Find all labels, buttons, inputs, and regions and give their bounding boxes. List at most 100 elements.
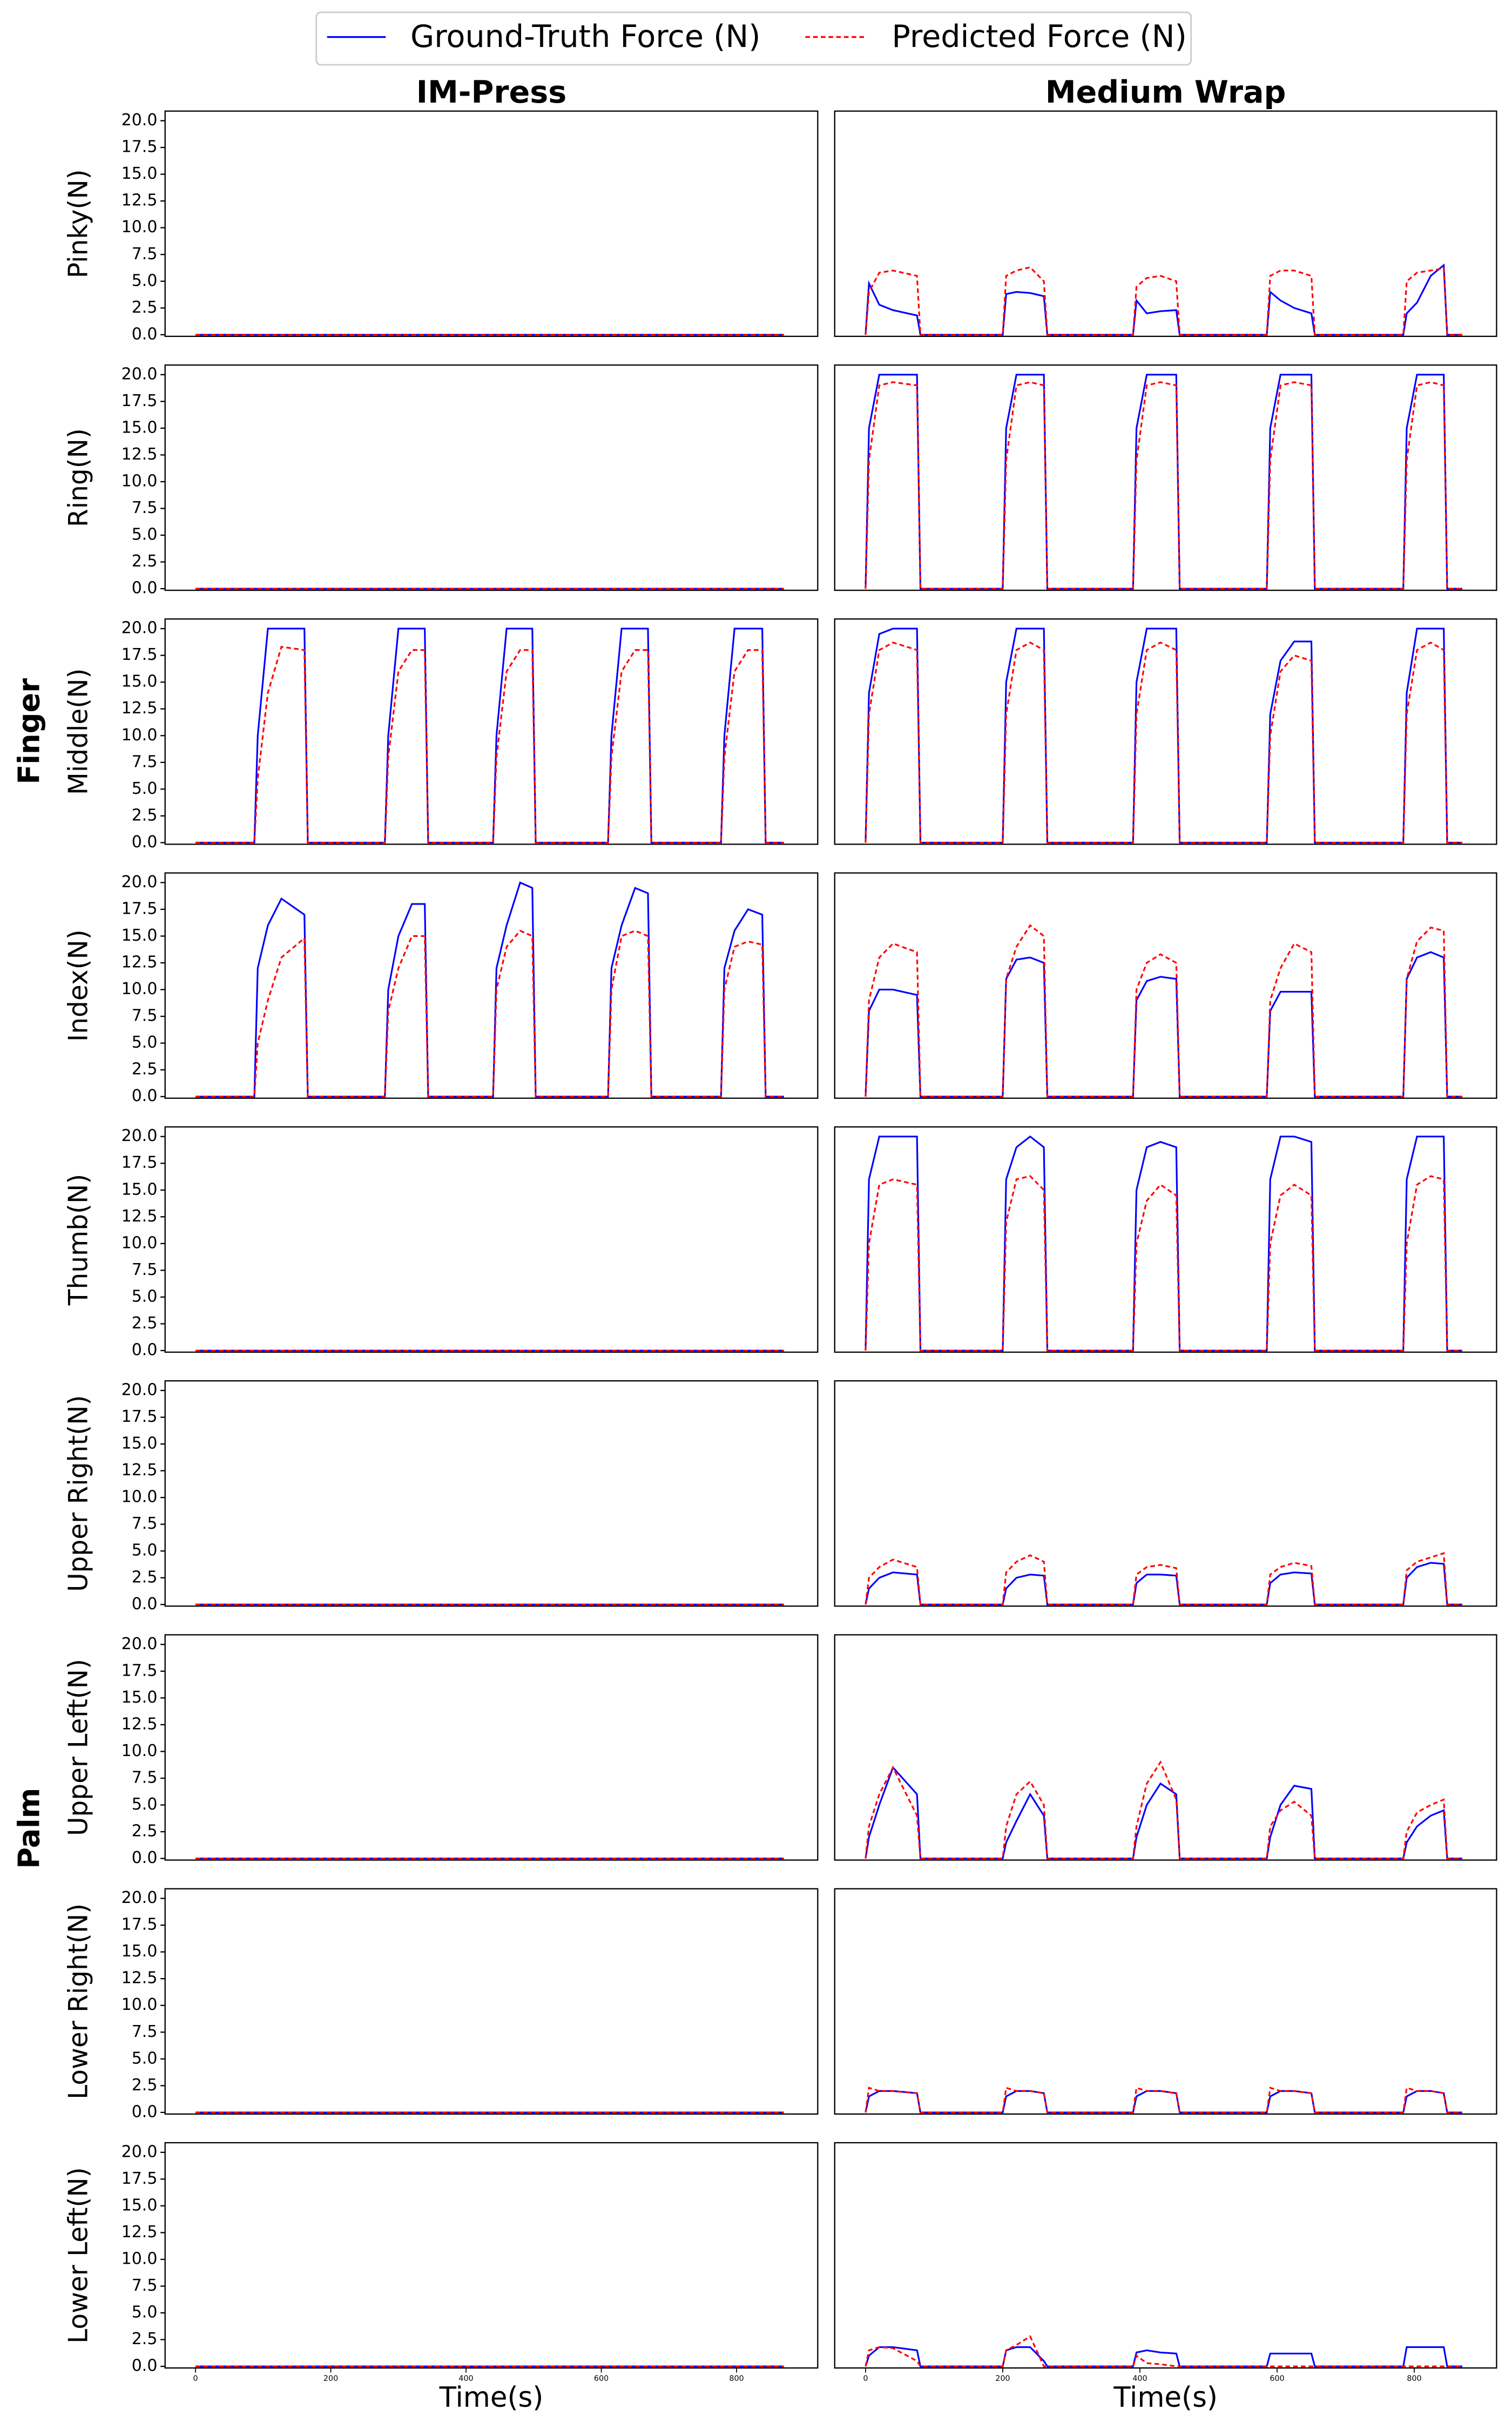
y-tick-label: 10.0 (122, 472, 158, 491)
y-tick-label: 10.0 (122, 218, 158, 237)
y-tick-label: 7.5 (132, 1260, 158, 1279)
y-tick-label: 17.5 (122, 2169, 158, 2188)
series-line (865, 627, 1462, 844)
y-tick-label: 5.0 (132, 1795, 158, 1814)
axes-frame (164, 2142, 819, 2369)
y-tick-label: 10.0 (122, 726, 158, 745)
series-line (865, 1562, 1462, 1605)
y-tick-label: 2.5 (132, 1822, 158, 1841)
y-tick-label: 5.0 (132, 1033, 158, 1052)
legend-box (315, 11, 1192, 66)
y-tick-label: 0.0 (132, 2102, 158, 2121)
y-tick-label: 2.5 (132, 552, 158, 571)
axes-frame (834, 1380, 1497, 1607)
y-tick-label: 7.5 (132, 752, 158, 771)
axes-frame (834, 2142, 1497, 2369)
y-tick-label: 15.0 (122, 1688, 158, 1707)
series-line (195, 627, 784, 844)
y-tick-label: 2.5 (132, 2330, 158, 2348)
y-tick-label: 0.0 (132, 1848, 158, 1867)
y-tick-label: 15.0 (122, 418, 158, 437)
y-tick-label: 17.5 (122, 138, 158, 157)
y-axis-label: Ring(N) (64, 428, 94, 527)
y-tick-label: 10.0 (122, 1488, 158, 1507)
axes-frame (164, 110, 819, 337)
y-tick-label: 15.0 (122, 1180, 158, 1199)
y-axis-label: Middle(N) (64, 669, 94, 795)
y-tick-label: 17.5 (122, 1915, 158, 1934)
x-tick-label: 200 (995, 2374, 1010, 2383)
y-tick-label: 7.5 (132, 1768, 158, 1787)
y-tick-label: 17.5 (122, 1407, 158, 1426)
axes-frame (834, 618, 1497, 845)
y-tick-label: 15.0 (122, 1942, 158, 1961)
series-line (865, 1552, 1462, 1605)
y-tick-label: 7.5 (132, 498, 158, 517)
axes-frame (164, 618, 819, 845)
y-tick-label: 2.5 (132, 806, 158, 825)
y-tick-label: 20.0 (122, 1126, 158, 1145)
axes-frame (834, 872, 1497, 1099)
x-tick-label: 400 (458, 2374, 473, 2383)
column-title: Medium Wrap (1045, 75, 1286, 110)
y-tick-label: 10.0 (122, 1995, 158, 2014)
axes-frame (164, 1634, 819, 1861)
x-tick-label: 600 (1270, 2374, 1284, 2383)
y-tick-label: 20.0 (122, 1380, 158, 1399)
y-axis-label: Pinky(N) (64, 169, 94, 278)
y-tick-label: 15.0 (122, 1434, 158, 1453)
series-line (865, 642, 1462, 844)
axes-frame (834, 110, 1497, 337)
y-tick-label: 10.0 (122, 2250, 158, 2269)
y-tick-label: 12.5 (122, 953, 158, 972)
series-line (195, 881, 784, 1098)
row-group-label: Palm (12, 1788, 46, 1869)
y-tick-label: 2.5 (132, 1568, 158, 1587)
y-tick-label: 17.5 (122, 1153, 158, 1172)
axes-frame (834, 1634, 1497, 1861)
y-tick-label: 12.5 (122, 1969, 158, 1988)
y-tick-label: 7.5 (132, 1007, 158, 1025)
series-line (865, 924, 1462, 1098)
series-line (865, 374, 1462, 590)
y-tick-label: 17.5 (122, 645, 158, 664)
y-tick-label: 10.0 (122, 1233, 158, 1252)
x-tick-label: 800 (729, 2374, 744, 2383)
y-tick-label: 20.0 (122, 364, 158, 383)
y-tick-label: 2.5 (132, 1314, 158, 1333)
y-tick-label: 12.5 (122, 445, 158, 464)
y-tick-label: 5.0 (132, 2049, 158, 2068)
series-line (865, 2090, 1462, 2114)
axes-frame (164, 1126, 819, 1353)
y-axis-label: Lower Left(N) (64, 2167, 94, 2343)
y-tick-label: 17.5 (122, 1661, 158, 1680)
series-line (865, 2335, 1462, 2367)
y-tick-label: 7.5 (132, 1514, 158, 1533)
series-line (865, 1766, 1462, 1860)
x-tick-label: 800 (1407, 2374, 1421, 2383)
x-tick-label: 0 (863, 2374, 868, 2383)
y-tick-label: 12.5 (122, 1207, 158, 1226)
y-tick-label: 5.0 (132, 1287, 158, 1306)
x-tick-label: 600 (594, 2374, 609, 2383)
series-line (865, 1760, 1462, 1860)
x-tick-label: 400 (1132, 2374, 1147, 2383)
series-line (865, 263, 1462, 336)
y-tick-label: 7.5 (132, 2022, 158, 2041)
y-axis-label: Upper Left(N) (64, 1659, 94, 1836)
y-tick-label: 10.0 (122, 1742, 158, 1760)
y-tick-label: 20.0 (122, 1888, 158, 1907)
legend-label: Ground-Truth Force (N) (410, 19, 760, 55)
axes-frame (164, 872, 819, 1099)
y-tick-label: 12.5 (122, 1714, 158, 1733)
series-line (195, 646, 784, 844)
axes-frame (834, 364, 1497, 591)
y-tick-label: 0.0 (132, 1595, 158, 1614)
y-tick-label: 5.0 (132, 2303, 158, 2322)
y-tick-label: 0.0 (132, 833, 158, 852)
axes-frame (164, 1380, 819, 1607)
y-tick-label: 0.0 (132, 1341, 158, 1360)
y-tick-label: 2.5 (132, 298, 158, 317)
y-tick-label: 20.0 (122, 2142, 158, 2161)
